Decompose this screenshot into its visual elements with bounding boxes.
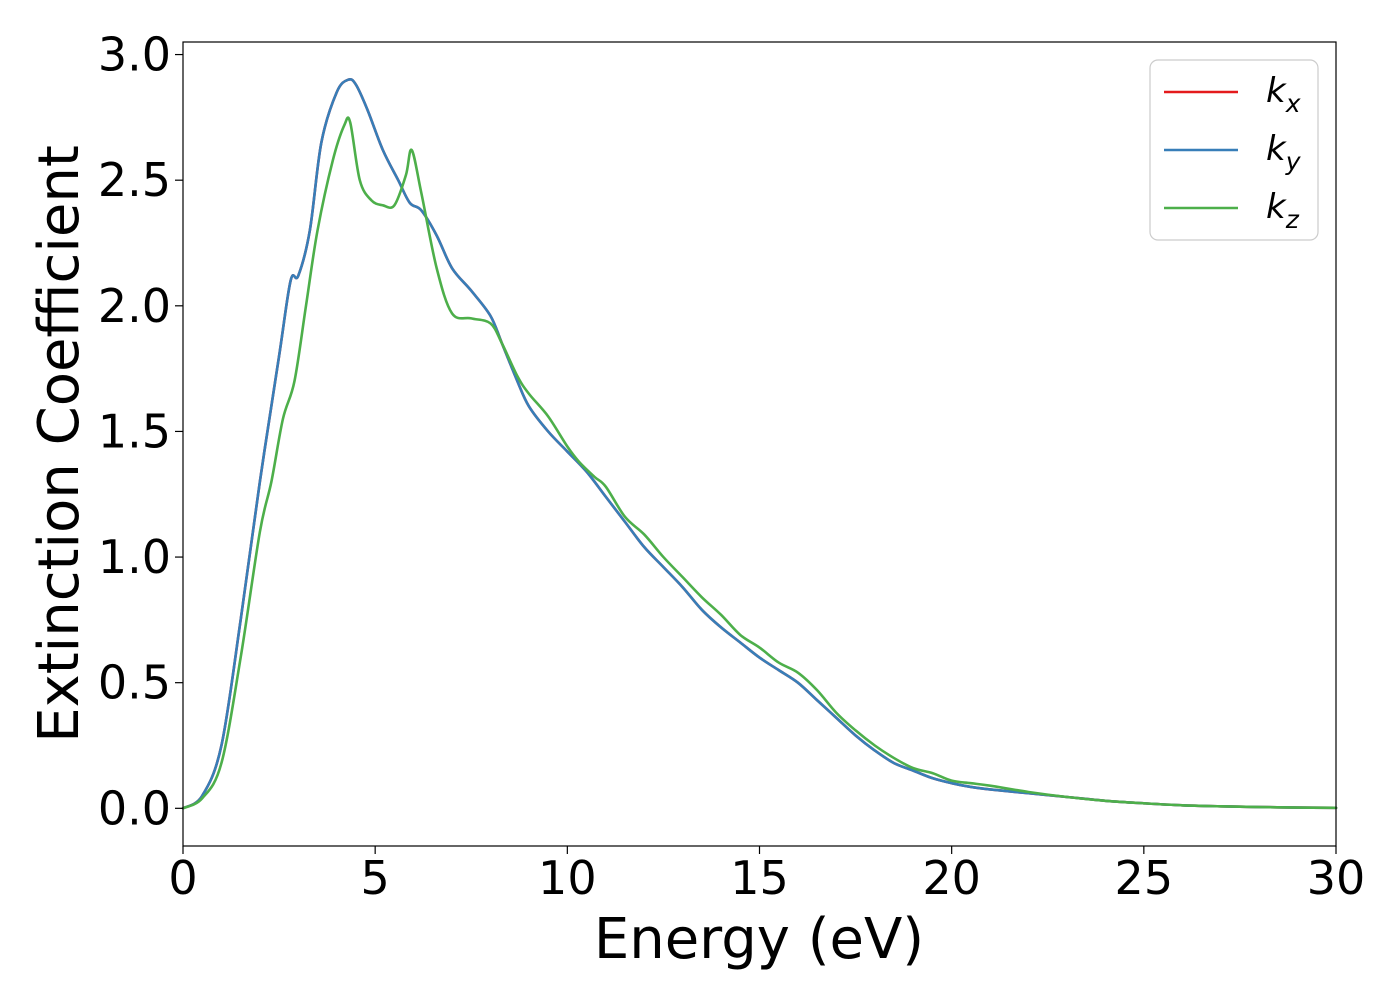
y-axis-ticks: 0.0 0.5 1.0 1.5 2.0 2.5 3.0	[98, 28, 183, 835]
y-tick-label: 0.5	[98, 656, 171, 710]
y-tick-label: 2.5	[98, 153, 171, 207]
x-tick-label: 20	[922, 851, 981, 905]
x-axis-ticks: 0 5 10 15 20 25 30	[168, 846, 1365, 905]
series-line-y	[181, 77, 1338, 810]
x-tick-label: 25	[1115, 851, 1174, 905]
y-tick-label: 2.0	[98, 279, 171, 333]
x-tick-label: 5	[361, 851, 390, 905]
y-tick-label: 0.0	[98, 781, 171, 835]
x-tick-label: 15	[730, 851, 789, 905]
y-tick-label: 1.5	[98, 404, 171, 458]
x-tick-label: 30	[1307, 851, 1366, 905]
series-line-z	[181, 116, 1338, 810]
x-tick-label: 10	[538, 851, 597, 905]
x-axis-title: Energy (eV)	[594, 907, 924, 972]
x-tick-label: 0	[168, 851, 197, 905]
y-tick-label: 1.0	[98, 530, 171, 584]
y-axis-title: Extinction Coefficient	[27, 145, 92, 743]
y-tick-label: 3.0	[98, 28, 171, 82]
plot-lines	[181, 77, 1338, 810]
